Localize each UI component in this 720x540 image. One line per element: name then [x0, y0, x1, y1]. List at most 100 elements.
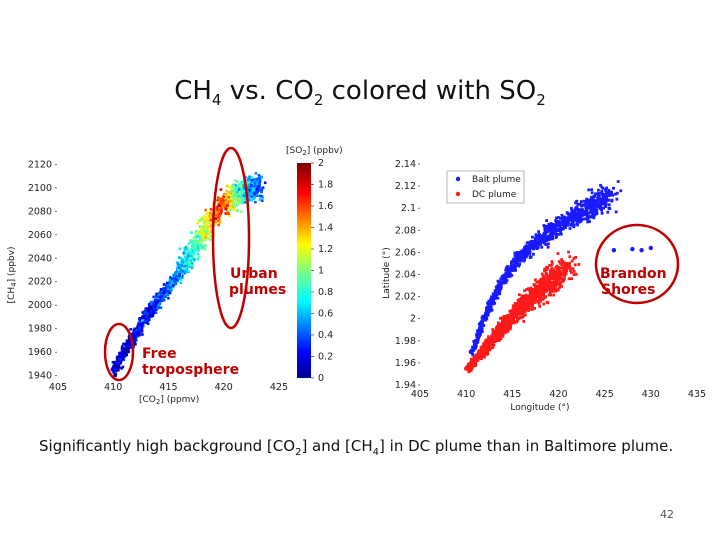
- right-scatter-point: [600, 208, 603, 212]
- left-scatter-point: [248, 194, 251, 198]
- right-scatter-point: [523, 246, 526, 250]
- right-scatter-point: [522, 309, 526, 312]
- left-scatter-point: [190, 262, 194, 265]
- right-scatter-point: [556, 221, 560, 225]
- left-scatter-point: [224, 212, 227, 215]
- left-scatter-point: [146, 309, 150, 312]
- right-scatter-point: [471, 353, 475, 357]
- left-scatter-point: [255, 191, 259, 194]
- right-scatter-point: [540, 277, 543, 281]
- right-scatter-point: [493, 301, 497, 305]
- right-scatter-point: [594, 192, 597, 196]
- right-scatter-point: [574, 201, 577, 205]
- right-scatter-point: [567, 277, 571, 281]
- left-scatter-point: [117, 368, 120, 372]
- left-scatter-point: [180, 268, 183, 272]
- right-scatter-point: [547, 285, 551, 289]
- right-scatter-point: [549, 293, 552, 297]
- left-scatter-point: [257, 174, 261, 177]
- right-scatter-point: [561, 278, 565, 282]
- right-scatter-point: [551, 271, 554, 275]
- left-scatter-point: [234, 184, 237, 187]
- left-scatter-point: [184, 251, 188, 255]
- right-scatter-point: [547, 227, 551, 231]
- left-scatter-point: [178, 272, 181, 276]
- right-scatter-point: [506, 269, 509, 273]
- right-scatter-point: [558, 224, 562, 227]
- right-scatter-point: [566, 263, 570, 266]
- right-scatter-point: [521, 312, 525, 316]
- right-scatter-point: [548, 264, 552, 267]
- left-scatter-point: [181, 261, 185, 264]
- left-scatter-point: [159, 288, 163, 291]
- left-scatter-point: [250, 190, 253, 194]
- right-scatter-point: [563, 225, 567, 229]
- right-scatter-point: [519, 298, 523, 301]
- right-scatter-point: [477, 352, 481, 355]
- left-scatter-point: [133, 336, 136, 340]
- left-scatter-point: [162, 283, 166, 286]
- left-scatter-point: [204, 233, 208, 237]
- right-scatter-point: [520, 305, 523, 308]
- right-scatter-point: [557, 216, 560, 219]
- right-scatter-point: [501, 321, 505, 324]
- left-scatter-point: [193, 236, 196, 239]
- right-scatter-point: [535, 280, 539, 284]
- right-scatter-point: [524, 255, 528, 259]
- left-scatter-point: [164, 295, 167, 299]
- left-scatter-point: [133, 341, 137, 344]
- right-scatter-point: [616, 180, 620, 183]
- left-scatter-point: [170, 277, 174, 281]
- left-x-tick-label: 410: [104, 382, 122, 393]
- left-scatter-point: [246, 187, 250, 191]
- right-scatter-point: [512, 265, 516, 268]
- right-scatter-point: [497, 323, 500, 326]
- right-scatter-point: [585, 197, 589, 201]
- urban-plumes-ellipse: [211, 146, 251, 330]
- right-scatter-point: [554, 219, 558, 223]
- left-y-axis-label: [CH4] (ppbv): [7, 247, 18, 304]
- left-scatter-point: [191, 256, 195, 259]
- right-scatter-point: [479, 325, 482, 328]
- right-scatter-point: [505, 274, 509, 278]
- right-scatter-point: [586, 220, 590, 224]
- left-scatter-point: [177, 256, 181, 259]
- legend-label-balt: Balt plume: [472, 175, 521, 185]
- left-scatter-point: [206, 228, 209, 231]
- right-scatter-point: [579, 208, 583, 212]
- right-scatter-point: [549, 264, 553, 267]
- left-scatter-point: [230, 185, 234, 189]
- right-scatter-point: [503, 315, 507, 318]
- right-plot: 1.94 1.96 1.98 2 2.02 2.04 2.06 2.08 2.1 2.12 2.14…: [382, 159, 706, 413]
- right-scatter-point: [568, 255, 572, 259]
- right-scatter-point: [491, 302, 495, 306]
- right-scatter-point: [514, 305, 518, 308]
- right-scatter-point: [531, 235, 534, 239]
- right-scatter-point: [537, 295, 540, 298]
- right-scatter-point: [567, 266, 571, 270]
- left-scatter-point: [178, 274, 181, 277]
- right-scatter-point: [570, 209, 574, 213]
- left-scatter-point: [237, 197, 241, 201]
- right-scatter-point: [615, 191, 619, 195]
- colorbar-tick-label: 0.8: [318, 287, 333, 298]
- right-scatter-point: [491, 296, 494, 300]
- right-scatter-point: [498, 288, 502, 292]
- right-scatter-point: [538, 241, 542, 244]
- left-scatter-point: [175, 274, 179, 277]
- left-scatter-point: [233, 193, 237, 196]
- left-scatter-point: [255, 187, 259, 191]
- left-scatter-point: [246, 191, 250, 195]
- left-scatter-point: [209, 234, 213, 238]
- left-scatter-point: [181, 257, 185, 261]
- right-scatter-point: [544, 239, 548, 242]
- right-y-ticks: 1.94 1.96 1.98 2 2.02 2.04 2.06 2.08 2.1 2.12 2.14: [395, 159, 420, 391]
- left-scatter-point: [169, 284, 172, 287]
- left-scatter-point: [227, 185, 231, 188]
- right-scatter-point: [575, 199, 579, 203]
- right-scatter-point: [492, 343, 496, 347]
- right-scatter-point: [540, 245, 544, 249]
- left-scatter-point: [189, 252, 193, 256]
- left-scatter-point: [157, 294, 160, 298]
- left-scatter-point: [186, 262, 190, 266]
